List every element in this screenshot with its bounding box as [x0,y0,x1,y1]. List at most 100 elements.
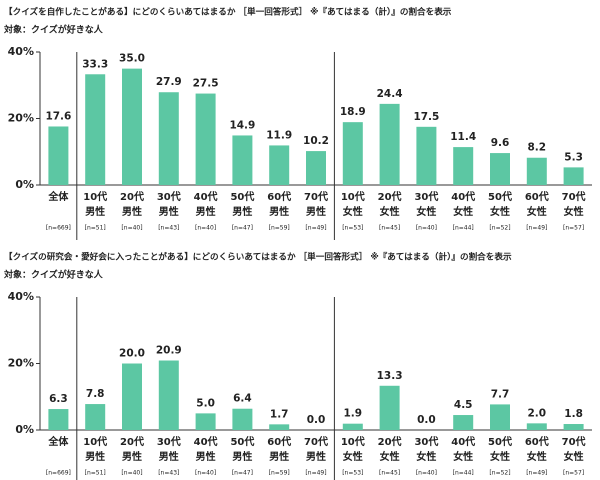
y-tick-label: 40% [8,290,34,303]
sample-size: [n=59] [269,225,290,232]
x-tick-label: 40代 [194,190,218,203]
x-tick-label: 男性 [196,205,216,218]
value-label: 10.2 [303,135,329,147]
sample-size: [n=44] [453,470,474,477]
bar [232,408,253,430]
bar [269,424,290,430]
value-label: 4.5 [454,399,473,411]
x-tick-label: 30代 [157,190,181,203]
bar [453,415,474,430]
x-tick-label: 男性 [269,205,289,218]
x-tick-label: 男性 [159,205,179,218]
sample-size: [n=57] [563,470,584,477]
x-tick-label: 20代 [120,190,144,203]
value-label: 6.4 [233,393,252,405]
sample-size: [n=53] [342,225,363,232]
value-label: 27.9 [156,76,182,88]
value-label: 18.9 [340,106,366,118]
sample-size: [n=44] [453,225,474,232]
x-tick-label: 10代 [83,435,107,448]
value-label: 0.0 [417,414,436,426]
x-tick-label: 70代 [562,190,586,203]
bar [563,424,584,430]
sample-size: [n=47] [232,225,253,232]
x-tick-label: 50代 [488,435,512,448]
x-tick-label: 60代 [525,435,549,448]
bar [416,126,437,185]
bar [490,153,510,185]
x-tick-label: 男性 [306,450,326,463]
sample-size: [n=51] [85,470,106,477]
sample-size: [n=43] [158,470,179,477]
x-tick-label: 男性 [306,205,326,218]
sample-size: [n=51] [85,225,106,232]
sample-size: [n=52] [489,470,510,477]
x-tick-label: 男性 [269,450,289,463]
value-label: 8.2 [527,142,546,154]
chart-title: 【クイズの研究会・愛好会に入ったことがある】にどのくらいあてはまるか ［単一回答… [4,251,512,263]
x-tick-label: 10代 [341,435,365,448]
bar [526,157,547,185]
value-label: 24.4 [377,88,403,100]
sample-size: [n=40] [121,470,142,477]
x-tick-label: 50代 [488,190,512,203]
bar [342,423,363,430]
value-label: 11.4 [450,131,476,143]
x-tick-label: 男性 [159,450,179,463]
bar [122,68,142,185]
x-tick-label: 10代 [341,190,365,203]
sample-size: [n=53] [342,470,363,477]
x-tick-label: 女性 [527,205,547,218]
value-label: 0.0 [307,414,326,426]
x-tick-label: 女性 [380,450,400,463]
x-tick-label: 女性 [490,450,510,463]
bar [379,385,400,430]
value-label: 35.0 [119,53,145,65]
x-tick-label: 女性 [453,205,473,218]
x-tick-label: 女性 [564,450,584,463]
sample-size: [n=43] [158,225,179,232]
x-tick-label: 女性 [343,205,363,218]
x-tick-label: 60代 [267,190,291,203]
sample-size: [n=52] [489,225,510,232]
bar [48,126,69,185]
x-tick-label: 40代 [194,435,218,448]
sample-size: [n=45] [379,225,400,232]
bar [563,167,584,185]
x-tick-label: 女性 [490,205,510,218]
x-tick-label: 30代 [157,435,181,448]
value-label: 13.3 [377,370,403,382]
value-label: 2.0 [527,407,546,419]
sample-size: [n=49] [305,470,326,477]
sample-size: [n=45] [379,470,400,477]
value-label: 9.6 [491,137,510,149]
x-tick-label: 10代 [83,190,107,203]
sample-size: [n=49] [526,225,547,232]
bar [342,122,363,185]
value-label: 20.9 [156,345,182,357]
sample-size: [n=49] [526,470,547,477]
value-label: 5.0 [196,397,215,409]
bar [85,74,106,185]
y-tick-label: 20% [8,357,34,370]
sample-size: [n=40] [416,225,437,232]
x-tick-label: 70代 [304,435,328,448]
bar [490,404,510,430]
x-tick-label: 50代 [230,435,254,448]
x-tick-label: 50代 [230,190,254,203]
sample-size: [n=40] [195,225,216,232]
bar [526,423,547,430]
value-label: 1.8 [564,408,583,420]
x-tick-label: 20代 [378,190,402,203]
x-tick-label: 全体 [47,435,69,448]
x-tick-label: 60代 [267,435,291,448]
x-tick-label: 女性 [564,205,584,218]
sample-size: [n=49] [305,225,326,232]
bar [306,151,326,185]
x-tick-label: 30代 [414,435,438,448]
value-label: 7.7 [491,388,510,400]
x-tick-label: 70代 [562,435,586,448]
x-tick-label: 女性 [416,205,436,218]
bar [269,145,290,185]
bar [195,413,216,430]
